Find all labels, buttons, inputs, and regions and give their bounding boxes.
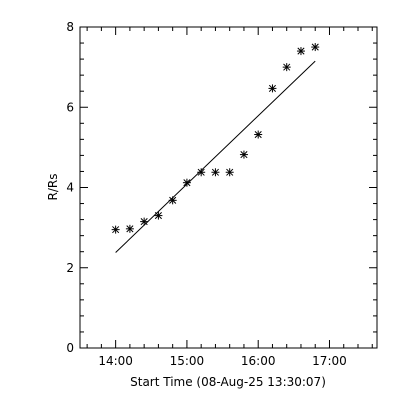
marker-stroke (311, 43, 319, 51)
y-tick-label: 8 (66, 20, 74, 34)
marker-stroke (154, 212, 162, 220)
y-tick-label: 2 (66, 261, 74, 275)
y-tick-label: 0 (66, 341, 74, 355)
marker-stroke (283, 63, 291, 71)
data-point (211, 168, 220, 177)
marker-stroke (240, 151, 248, 159)
data-point (111, 225, 120, 234)
data-point (225, 168, 234, 177)
marker-stroke (268, 84, 277, 92)
x-tick-labels: 14:00 15:00 16:00 17:00 (98, 354, 346, 368)
y-tick-label: 4 (66, 181, 74, 195)
marker-stroke (226, 168, 234, 176)
data-point (197, 168, 206, 177)
data-point (296, 47, 305, 56)
marker-stroke (211, 168, 219, 176)
data-point (140, 217, 149, 226)
data-point (125, 224, 134, 233)
marker-stroke (126, 225, 134, 233)
x-tick-label: 17:00 (312, 354, 347, 368)
x-tick-label: 14:00 (98, 354, 133, 368)
marker-stroke (197, 168, 205, 176)
data-point (154, 211, 163, 220)
data-point (168, 196, 177, 205)
fit-line-group (115, 60, 316, 253)
data-point (254, 130, 263, 139)
axis-ticks (80, 26, 377, 349)
data-point (239, 150, 248, 159)
x-tick-label: 16:00 (241, 354, 276, 368)
data-point (282, 63, 291, 72)
y-axis-label: R/Rs (46, 174, 60, 201)
y-tick-label: 6 (66, 100, 74, 114)
plot-frame (79, 26, 378, 349)
data-point (268, 84, 277, 93)
data-point (311, 43, 320, 52)
marker-stroke (169, 196, 177, 204)
marker-stroke (112, 226, 120, 234)
marker-stroke (140, 218, 148, 226)
data-markers (111, 43, 320, 234)
data-point (182, 178, 191, 187)
x-tick-label: 15:00 (170, 354, 205, 368)
fit-line (115, 60, 316, 253)
marker-stroke (297, 47, 305, 55)
marker-stroke (183, 179, 191, 187)
marker-stroke (254, 130, 262, 139)
y-tick-labels: 0 2 4 6 8 (66, 20, 74, 355)
x-axis-label: Start Time (08-Aug-25 13:30:07) (130, 375, 326, 389)
